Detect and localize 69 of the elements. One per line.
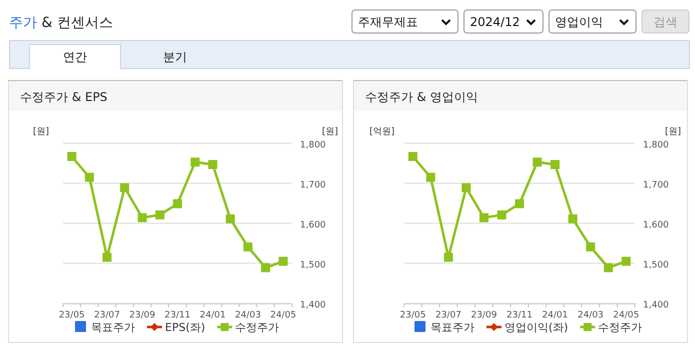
point: [138, 213, 147, 222]
text: 연간: [63, 50, 87, 64]
y-axis-title: [억원]: [369, 127, 395, 137]
legend-label: 목표주가: [91, 321, 135, 334]
x-tick-label: 24/03: [234, 310, 261, 320]
y2-tick-label: 1,500: [643, 260, 670, 270]
x-tick-label: 23/07: [94, 310, 120, 320]
y2-tick-label: 1,700: [643, 180, 670, 190]
y-axis-title: [원]: [32, 127, 50, 137]
x-tick-label: 23/11: [506, 310, 532, 320]
legend-label: 목표주가: [430, 321, 474, 334]
legend-label: 수정주가: [598, 321, 642, 334]
point: [208, 160, 218, 169]
x-tick-label: 24/01: [200, 310, 226, 320]
y2-tick-label: 1,600: [300, 220, 326, 230]
x-tick-label: 23/09: [470, 310, 498, 320]
y2-tick-label: 1,500: [300, 260, 326, 270]
point: [84, 172, 94, 182]
x-tick-label: 24/03: [578, 310, 604, 320]
x-tick-label: 23/05: [400, 310, 426, 320]
y2-tick-label: 1,400: [643, 300, 670, 310]
point: [102, 252, 112, 262]
y2-axis-title: [원]: [322, 127, 338, 137]
y2-tick-label: 1,800: [643, 140, 670, 150]
point: [226, 214, 235, 224]
point: [462, 183, 471, 192]
point: [550, 160, 560, 169]
x-tick-label: 23/07: [435, 310, 462, 320]
point: [261, 263, 270, 272]
point: [515, 199, 524, 208]
select: 2024/12: [464, 10, 544, 34]
y2-axis-title: [원]: [664, 127, 681, 137]
x-tick-label: 23/05: [58, 310, 85, 320]
point: [426, 172, 436, 182]
point: [532, 158, 542, 167]
y2-tick-label: 1,600: [643, 220, 670, 230]
point: [604, 263, 613, 272]
y2-tick-label: 1,800: [300, 140, 326, 150]
x-tick-label: 24/01: [542, 310, 568, 320]
legend-label: 수정주가: [235, 321, 280, 334]
legend-label: 영업이익(좌): [504, 321, 568, 334]
point: [479, 213, 488, 222]
chart-title: 수정주가 & 영업이익: [365, 90, 478, 104]
point: [173, 199, 182, 208]
select: 영업이익: [548, 10, 636, 34]
point: [155, 210, 164, 220]
y2-tick-label: 1,400: [300, 300, 326, 310]
text: 검색: [654, 15, 678, 29]
text: 주가 & 컨센서스: [9, 15, 113, 31]
point: [497, 210, 506, 220]
text: 분기: [163, 50, 187, 64]
select: 주재무제표: [352, 10, 458, 34]
point: [408, 152, 418, 161]
point: [278, 256, 288, 266]
point: [190, 158, 200, 167]
legend-label: EPS(좌): [165, 321, 206, 334]
point: [586, 242, 596, 252]
point: [120, 183, 130, 192]
x-tick-label: 24/05: [270, 310, 296, 320]
point: [67, 152, 76, 161]
point: [444, 252, 453, 262]
point: [622, 256, 631, 266]
point: [243, 242, 252, 252]
y2-tick-label: 1,700: [300, 180, 326, 190]
x-tick-label: 23/11: [164, 310, 190, 320]
point: [568, 214, 578, 224]
chart-title: 수정주가 & EPS: [20, 90, 108, 104]
x-tick-label: 23/09: [129, 310, 156, 320]
x-tick-label: 24/05: [613, 310, 640, 320]
